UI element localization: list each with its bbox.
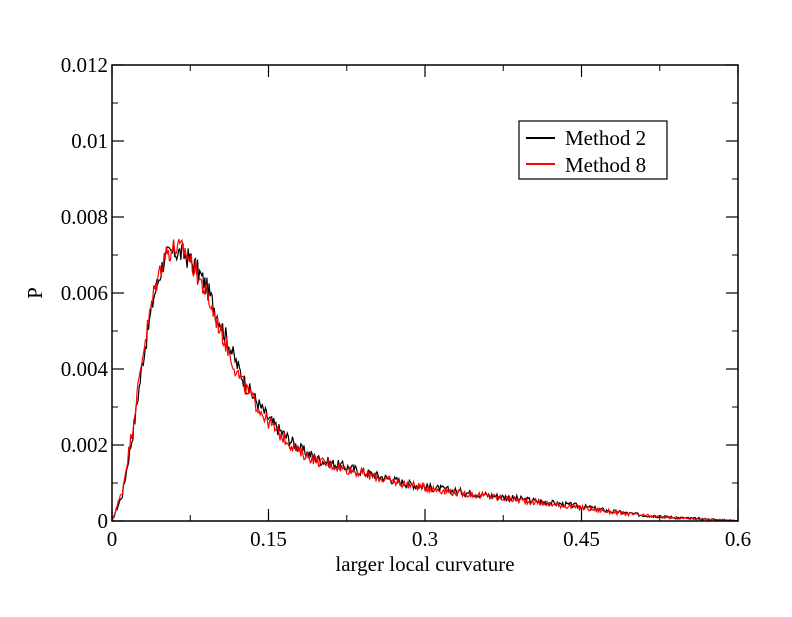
y-tick-label: 0.004	[61, 357, 109, 381]
y-tick-label: 0.006	[61, 281, 108, 305]
y-tick-label: 0.002	[61, 433, 108, 457]
plot-frame	[111, 64, 739, 522]
series-line-method-8	[111, 238, 739, 522]
y-tick-label: 0.012	[61, 53, 108, 77]
legend-box	[518, 120, 668, 180]
series-layer	[111, 238, 739, 522]
x-tick-label: 0	[107, 527, 118, 551]
y-tick-label: 0.008	[61, 205, 108, 229]
y-tick-label: 0	[98, 509, 109, 533]
x-tick-label: 0.45	[563, 527, 600, 551]
legend-label-method-8: Method 8	[565, 153, 646, 177]
legend: Method 2 Method 8	[518, 120, 668, 180]
y-tick-label: 0.01	[71, 129, 108, 153]
x-tick-label: 0.6	[725, 527, 751, 551]
y-axis-label: P	[23, 287, 47, 299]
legend-label-method-2: Method 2	[565, 126, 646, 150]
ticks-layer: 0 0.15 0.3 0.45 0.6 0 0.002 0.004 0.006 0.008 0.01…	[61, 53, 751, 551]
x-axis-label: larger local curvature	[335, 552, 514, 576]
x-tick-label: 0.3	[412, 527, 438, 551]
x-tick-label: 0.15	[250, 527, 287, 551]
